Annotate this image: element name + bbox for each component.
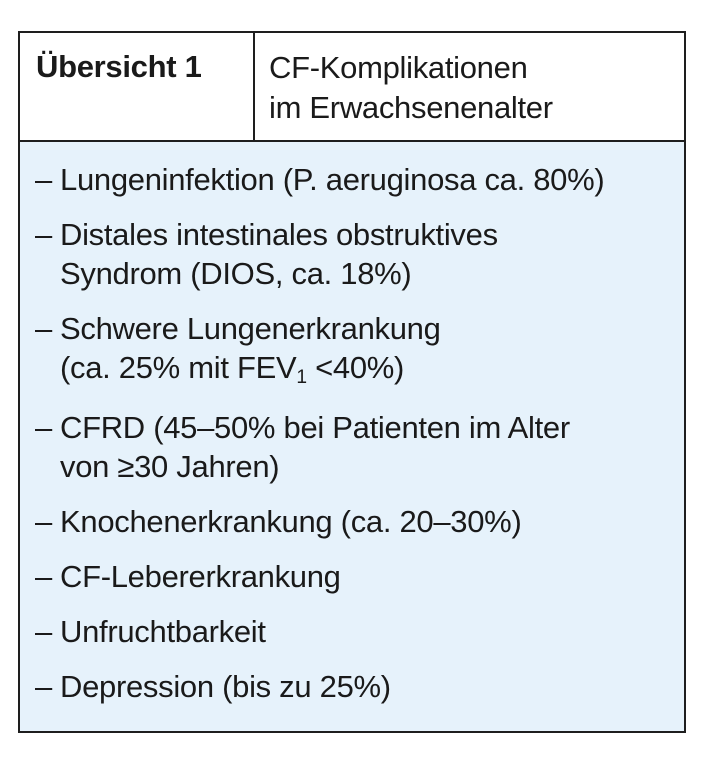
list-item-text: CFRD (45–50% bei Patienten im Alter von … xyxy=(60,408,674,486)
dash-marker: – xyxy=(35,311,52,346)
list-item-line: (ca. 25% mit FEV1 <40%) xyxy=(60,348,674,392)
list-item-line: Distales intestinales obstruktives xyxy=(60,217,498,252)
dash-marker: – xyxy=(35,504,52,539)
list-item-text: Depression (bis zu 25%) xyxy=(60,667,674,706)
list-item-text: Schwere Lungenerkrankung (ca. 25% mit FE… xyxy=(60,309,674,392)
complications-list: – Lungeninfektion (P. aeruginosa ca. 80%… xyxy=(20,142,684,731)
overview-title-line1: CF-Komplikationen xyxy=(269,50,528,85)
dash-marker: – xyxy=(35,559,52,594)
list-item-text: Distales intestinales obstruktives Syndr… xyxy=(60,215,674,293)
list-item-line: Depression (bis zu 25%) xyxy=(60,669,391,704)
list-item: – Unfruchtbarkeit xyxy=(35,612,674,651)
fev-text-pre: (ca. 25% mit FEV xyxy=(60,350,297,385)
list-item: – Schwere Lungenerkrankung (ca. 25% mit … xyxy=(35,309,674,392)
list-item-line: CF-Lebererkrankung xyxy=(60,559,341,594)
list-item: – Depression (bis zu 25%) xyxy=(35,667,674,706)
dash-marker: – xyxy=(35,410,52,445)
overview-label: Übersicht 1 xyxy=(20,33,255,140)
list-item-text: CF-Lebererkrankung xyxy=(60,557,674,596)
list-item: – CF-Lebererkrankung xyxy=(35,557,674,596)
overview-title-line2: im Erwachsenenalter xyxy=(269,90,553,125)
list-item: – Knochenerkrankung (ca. 20–30%) xyxy=(35,502,674,541)
fev-text-post: <40%) xyxy=(306,350,405,385)
list-item-line: CFRD (45–50% bei Patienten im Alter xyxy=(60,410,570,445)
dash-marker: – xyxy=(35,162,52,197)
dash-marker: – xyxy=(35,217,52,252)
dash-marker: – xyxy=(35,614,52,649)
list-item-line: Lungeninfektion (P. aeruginosa ca. 80%) xyxy=(60,162,605,197)
dash-marker: – xyxy=(35,669,52,704)
list-item-line: Knochenerkrankung (ca. 20–30%) xyxy=(60,504,522,539)
list-item-line: Schwere Lungenerkrankung xyxy=(60,311,441,346)
list-item-line: von ≥30 Jahren) xyxy=(60,449,280,484)
list-item: – CFRD (45–50% bei Patienten im Alter vo… xyxy=(35,408,674,486)
list-item: – Lungeninfektion (P. aeruginosa ca. 80%… xyxy=(35,160,674,199)
list-item-text: Unfruchtbarkeit xyxy=(60,612,674,651)
list-item-text: Lungeninfektion (P. aeruginosa ca. 80%) xyxy=(60,160,674,199)
list-item-text: Knochenerkrankung (ca. 20–30%) xyxy=(60,502,674,541)
list-item-line: Syndrom (DIOS, ca. 18%) xyxy=(60,256,412,291)
overview-box-header: Übersicht 1 CF-Komplikationen im Erwachs… xyxy=(20,33,684,142)
overview-box: Übersicht 1 CF-Komplikationen im Erwachs… xyxy=(18,31,686,733)
fev-subscript: 1 xyxy=(296,367,307,389)
list-item: – Distales intestinales obstruktives Syn… xyxy=(35,215,674,293)
list-item-line: Unfruchtbarkeit xyxy=(60,614,266,649)
overview-title: CF-Komplikationen im Erwachsenenalter xyxy=(255,33,684,140)
